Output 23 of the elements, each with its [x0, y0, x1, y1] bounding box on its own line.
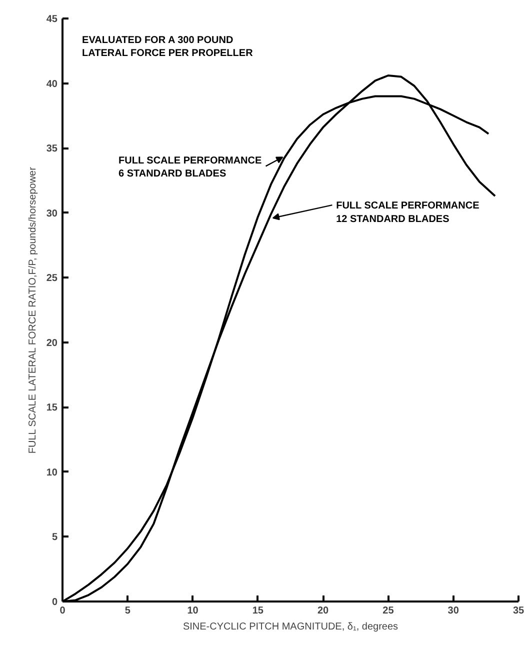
x-tick-label: 20	[318, 606, 330, 616]
x-tick-label: 5	[124, 606, 131, 616]
y-tick-label: 25	[46, 273, 58, 284]
x-tick-label: 35	[512, 606, 524, 616]
y-tick-label: 30	[46, 208, 58, 220]
y-tick-label: 15	[46, 402, 58, 414]
y-tick-label: 35	[46, 144, 58, 155]
y-tick-label: 10	[46, 467, 58, 478]
x-tick-label: 25	[382, 606, 394, 616]
series-label: FULL SCALE PERFORMANCE 12 STANDARD BLADES	[336, 200, 480, 225]
y-tick-label: 45	[46, 14, 58, 25]
x-tick-label: 15	[252, 606, 264, 616]
x-tick-label: 10	[187, 606, 199, 616]
y-tick-label: 40	[46, 78, 58, 90]
x-tick-label: 0	[60, 606, 66, 616]
y-tick-label: 0	[52, 597, 58, 608]
y-tick-label: 20	[46, 338, 58, 349]
y-tick-label: 5	[52, 532, 58, 544]
x-tick-label: 30	[448, 606, 460, 616]
x-axis-title: SINE-CYCLIC PITCH MAGNITUDE, δ₁, degrees	[182, 622, 398, 632]
legend-label: FULL SCALE PERFORMANCE 6 STANDARD BLADES	[118, 155, 262, 180]
annotation: EVALUATED FOR A 300 POUND LATERAL FORCE PER PROPELLER	[82, 34, 254, 60]
y-axis-title: FULL SCALE LATERAL FORCE RATIO,F/P, pounds/horsepower	[27, 166, 38, 454]
